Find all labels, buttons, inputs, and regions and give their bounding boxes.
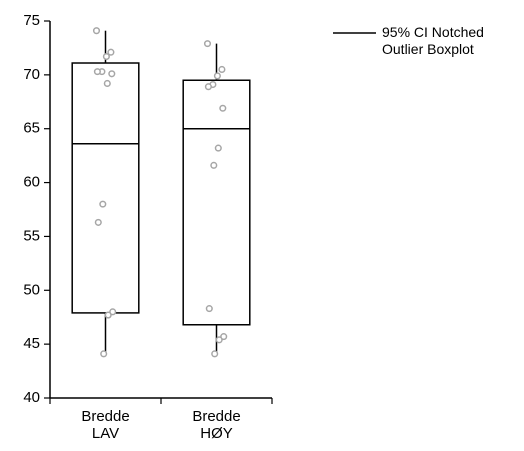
point bbox=[219, 104, 227, 112]
y-tick-label: 65 bbox=[23, 120, 40, 137]
y-tick-label: 45 bbox=[23, 335, 40, 352]
box bbox=[182, 79, 251, 326]
point bbox=[218, 65, 226, 74]
point bbox=[109, 308, 117, 316]
y-tick-label: 60 bbox=[23, 174, 40, 191]
point bbox=[92, 27, 101, 35]
y-tick-label: 50 bbox=[23, 281, 40, 298]
point bbox=[102, 52, 110, 61]
y-tick-label: 75 bbox=[23, 12, 40, 29]
x-tick-label: Bredde HØY bbox=[192, 408, 241, 442]
point bbox=[210, 161, 218, 169]
point bbox=[205, 305, 213, 313]
point bbox=[93, 68, 101, 76]
box bbox=[71, 62, 140, 314]
y-tick-label: 40 bbox=[23, 389, 40, 406]
point bbox=[215, 336, 223, 344]
y-tick-label: 70 bbox=[23, 66, 40, 83]
point bbox=[99, 200, 107, 208]
point bbox=[103, 79, 111, 88]
legend-label: 95% CI Notched Outlier Boxplot bbox=[382, 24, 484, 57]
point bbox=[213, 72, 221, 80]
point bbox=[94, 218, 102, 226]
y-tick-label: 55 bbox=[23, 227, 40, 244]
x-tick-label: Bredde LAV bbox=[81, 408, 130, 442]
point bbox=[220, 333, 228, 341]
point bbox=[108, 70, 116, 78]
point bbox=[203, 40, 212, 48]
point bbox=[100, 350, 108, 358]
point bbox=[211, 350, 219, 358]
point bbox=[104, 311, 112, 319]
point bbox=[204, 83, 212, 91]
point bbox=[107, 48, 115, 56]
point bbox=[214, 144, 222, 152]
